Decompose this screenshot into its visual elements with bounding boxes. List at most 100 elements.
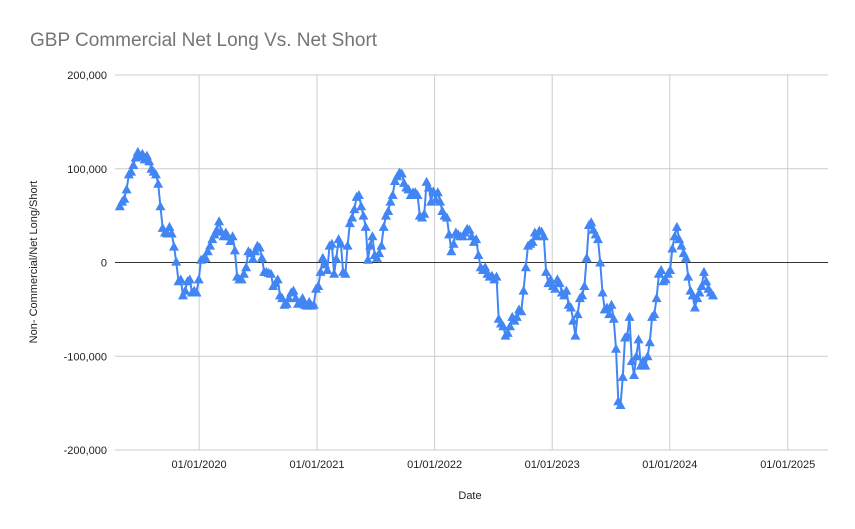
data-point bbox=[491, 271, 502, 281]
data-point bbox=[604, 309, 615, 319]
data-point bbox=[254, 242, 265, 252]
data-point bbox=[597, 287, 608, 297]
data-point bbox=[532, 231, 543, 241]
data-point bbox=[225, 235, 236, 245]
data-point bbox=[342, 240, 353, 250]
data-point bbox=[671, 221, 682, 231]
data-point bbox=[644, 337, 655, 347]
data-point bbox=[435, 196, 446, 206]
data-point bbox=[349, 204, 360, 214]
data-point bbox=[340, 268, 351, 278]
data-point bbox=[624, 311, 635, 321]
data-point bbox=[502, 327, 513, 337]
data-point bbox=[238, 268, 249, 278]
data-point bbox=[633, 334, 644, 344]
data-point bbox=[471, 234, 482, 244]
data-point bbox=[626, 355, 637, 365]
data-point bbox=[674, 234, 685, 244]
data-point bbox=[171, 256, 182, 266]
data-point bbox=[559, 290, 570, 300]
data-point bbox=[464, 224, 475, 234]
data-point bbox=[423, 182, 434, 192]
data-point bbox=[615, 400, 626, 409]
data-point bbox=[683, 271, 694, 281]
data-point bbox=[412, 190, 423, 199]
data-point bbox=[378, 221, 389, 231]
data-point bbox=[631, 351, 642, 361]
data-point bbox=[480, 262, 491, 272]
data-point bbox=[227, 231, 238, 241]
data-point bbox=[640, 360, 651, 370]
data-point bbox=[191, 287, 202, 297]
data-point bbox=[701, 276, 712, 286]
data-point bbox=[326, 238, 337, 248]
data-point bbox=[331, 253, 342, 263]
series-markers bbox=[114, 146, 718, 409]
data-point bbox=[277, 293, 288, 303]
data-point bbox=[581, 252, 592, 262]
data-point bbox=[516, 306, 527, 316]
y-axis-ticks: 200,000 100,000 0 -100,000 -200,000 bbox=[64, 70, 107, 457]
data-point bbox=[689, 302, 700, 312]
data-point bbox=[365, 240, 376, 250]
data-point bbox=[272, 274, 283, 284]
data-point bbox=[283, 293, 294, 303]
data-point bbox=[441, 212, 452, 222]
data-point bbox=[164, 221, 175, 231]
data-point bbox=[236, 274, 247, 284]
data-point bbox=[308, 299, 319, 309]
data-point bbox=[649, 309, 660, 319]
data-point bbox=[358, 210, 369, 220]
data-point bbox=[313, 280, 324, 290]
data-point bbox=[256, 252, 267, 262]
data-point bbox=[356, 201, 367, 211]
data-point bbox=[651, 293, 662, 303]
x-tick-label: 01/01/2020 bbox=[172, 459, 227, 471]
data-point bbox=[177, 290, 188, 300]
data-point bbox=[694, 287, 705, 297]
data-point bbox=[374, 248, 385, 258]
data-point bbox=[383, 205, 394, 215]
data-point bbox=[360, 221, 371, 231]
data-point bbox=[371, 252, 382, 262]
data-point bbox=[396, 168, 407, 178]
y-axis-title: Non- Commercial/Net Long/Short bbox=[28, 181, 40, 344]
data-point bbox=[214, 216, 225, 226]
data-point bbox=[202, 246, 213, 256]
data-point bbox=[155, 201, 166, 211]
data-point bbox=[367, 231, 378, 241]
data-point bbox=[577, 290, 588, 300]
y-tick-label: 0 bbox=[101, 258, 107, 270]
data-point bbox=[554, 278, 565, 288]
data-point bbox=[229, 245, 240, 255]
data-point bbox=[380, 210, 391, 220]
data-point bbox=[561, 285, 572, 295]
data-point bbox=[680, 252, 691, 262]
y-tick-label: 100,000 bbox=[67, 164, 107, 176]
chart-title: GBP Commercial Net Long Vs. Net Short bbox=[30, 30, 378, 51]
data-point bbox=[121, 184, 132, 194]
data-point bbox=[432, 187, 443, 197]
x-tick-label: 01/01/2025 bbox=[760, 459, 815, 471]
data-point bbox=[570, 330, 581, 340]
data-point bbox=[166, 228, 177, 238]
data-point bbox=[344, 218, 355, 228]
y-tick-label: -100,000 bbox=[64, 351, 107, 363]
data-point bbox=[550, 283, 561, 293]
data-point bbox=[175, 274, 186, 284]
data-point bbox=[362, 254, 373, 264]
data-point bbox=[297, 293, 308, 303]
data-point bbox=[385, 196, 396, 206]
data-point bbox=[527, 236, 538, 246]
data-point bbox=[288, 285, 299, 295]
data-point bbox=[128, 160, 139, 169]
x-tick-label: 01/01/2024 bbox=[642, 459, 697, 471]
data-point bbox=[150, 169, 161, 179]
data-point bbox=[505, 321, 516, 331]
data-point bbox=[322, 265, 333, 274]
data-point bbox=[448, 238, 459, 248]
data-point bbox=[200, 252, 211, 262]
data-point bbox=[114, 201, 125, 211]
data-point bbox=[707, 290, 718, 300]
